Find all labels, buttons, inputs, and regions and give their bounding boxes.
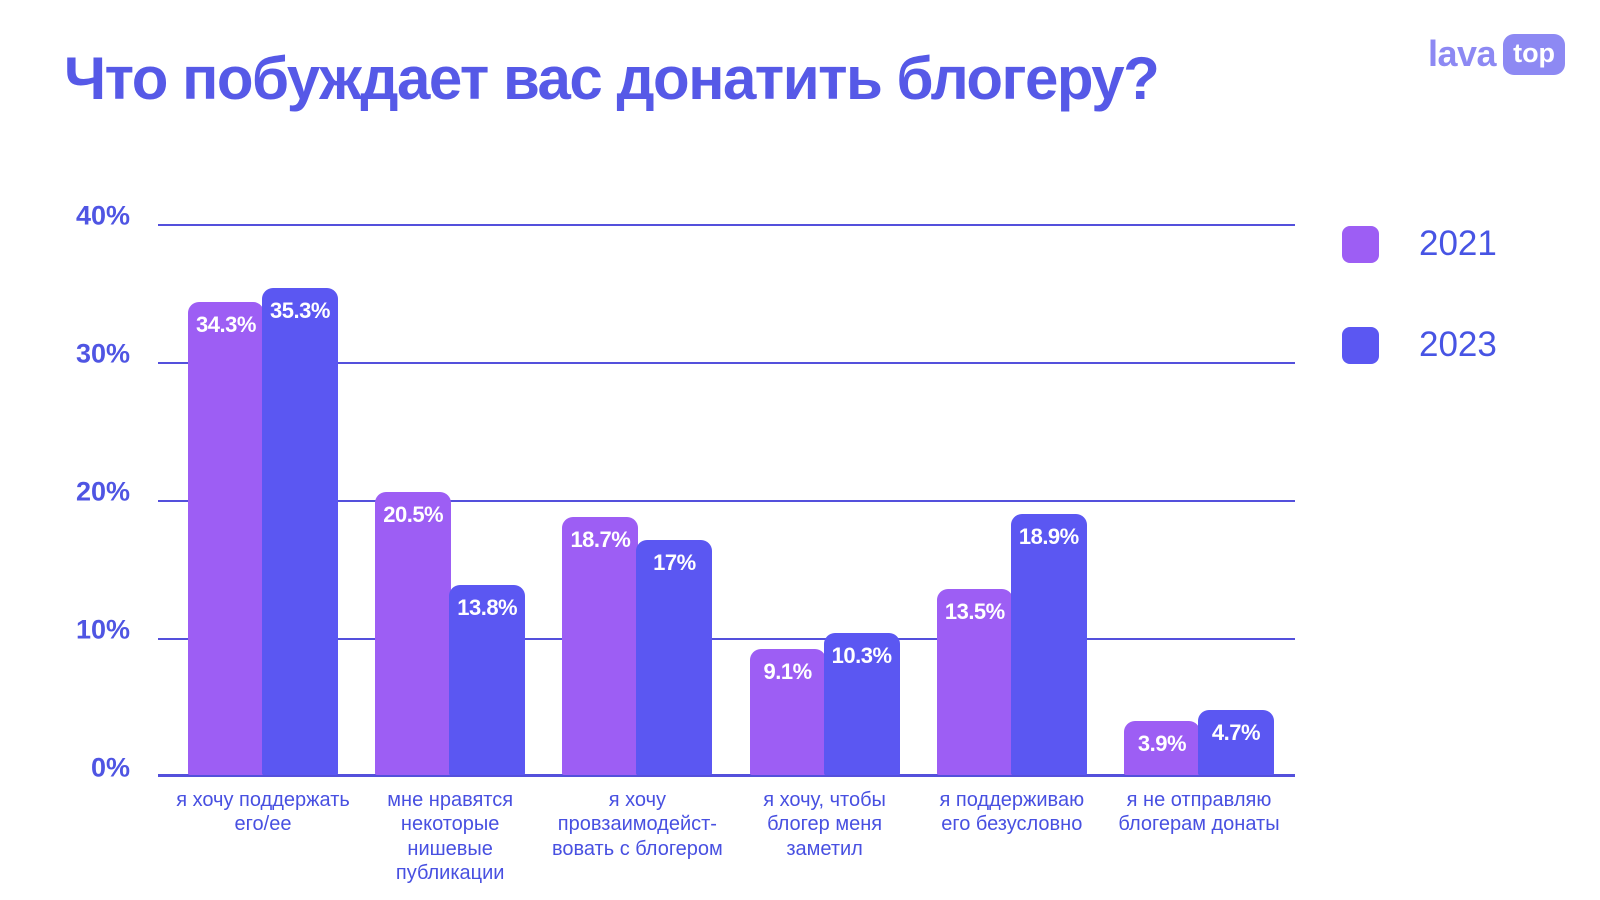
bar-2023-category-2: 13.8%: [449, 584, 526, 775]
y-tick-label-10: 10%: [75, 614, 130, 645]
y-tick-label-40: 40%: [75, 200, 130, 231]
bar-2021-category-4: 9.1%: [749, 649, 826, 775]
bar-2023-category-6: 4.7%: [1198, 710, 1274, 775]
legend-item-2023: 2023: [1342, 325, 1497, 365]
bar-2023-category-3: 17%: [636, 540, 713, 775]
bar-value-label: 3.9%: [1137, 731, 1187, 757]
legend-item-2021: 2021: [1342, 224, 1497, 264]
gridline-20: [158, 500, 1295, 502]
x-category-label-2: мне нравятся некоторые нишевые публикаци…: [387, 789, 514, 885]
bar-value-label: 10.3%: [831, 642, 892, 668]
y-tick-label-30: 30%: [75, 338, 130, 369]
bar-value-label: 20.5%: [383, 502, 444, 528]
bar-2023-category-5: 18.9%: [1010, 514, 1087, 775]
bar-value-label: 4.7%: [1211, 720, 1261, 746]
bar-value-label: 9.1%: [763, 659, 813, 685]
page-title: Что побуждает вас донатить блогеру?: [64, 45, 1160, 112]
bar-2021-category-5: 13.5%: [936, 588, 1013, 775]
logo-lava-text: lava: [1428, 33, 1497, 74]
x-category-label-1: я хочу поддержать его/ее: [176, 789, 350, 836]
x-category-label-6: я не отправляю блогерам донаты: [1118, 789, 1280, 836]
gridline-40: [158, 224, 1295, 226]
x-axis-line: [158, 774, 1295, 777]
bar-2021-category-3: 18.7%: [562, 516, 639, 775]
bar-value-label: 35.3%: [270, 297, 330, 323]
legend: 2021 2023: [1342, 224, 1497, 426]
bar-2021-category-2: 20.5%: [375, 492, 452, 775]
lavatop-logo: lava top: [1428, 33, 1566, 75]
bar-value-label: 18.9%: [1018, 524, 1079, 550]
legend-label-2023: 2023: [1419, 325, 1497, 364]
y-tick-label-20: 20%: [75, 476, 130, 507]
legend-swatch-2023: [1342, 326, 1379, 364]
bar-2021-category-6: 3.9%: [1124, 721, 1200, 775]
gridline-10: [158, 638, 1295, 640]
legend-swatch-2021: [1342, 225, 1379, 263]
x-category-label-3: я хочу провзаимодейст- вовать с блогером: [551, 789, 723, 860]
bar-2023-category-4: 10.3%: [823, 632, 900, 775]
bar-value-label: 17%: [653, 550, 696, 576]
logo-top-badge: top: [1503, 33, 1566, 75]
x-category-label-5: я поддерживаю его безусловно: [939, 789, 1085, 836]
y-tick-label-0: 0%: [90, 752, 130, 783]
bar-value-label: 13.5%: [944, 598, 1005, 624]
gridline-30: [158, 362, 1295, 364]
bar-2021-category-1: 34.3%: [188, 301, 264, 775]
bar-value-label: 34.3%: [196, 311, 256, 337]
bar-value-label: 13.8%: [457, 594, 518, 620]
x-category-label-4: я хочу, чтобы блогер меня заметил: [763, 789, 886, 860]
legend-label-2021: 2021: [1419, 224, 1497, 263]
plot-area: 34.3% 35.3% 20.5% 13.8% 18.7% 17% 9.1% 10.3% 13.…: [158, 224, 1295, 777]
bar-2023-category-1: 35.3%: [262, 287, 338, 775]
bar-value-label: 18.7%: [570, 526, 631, 552]
